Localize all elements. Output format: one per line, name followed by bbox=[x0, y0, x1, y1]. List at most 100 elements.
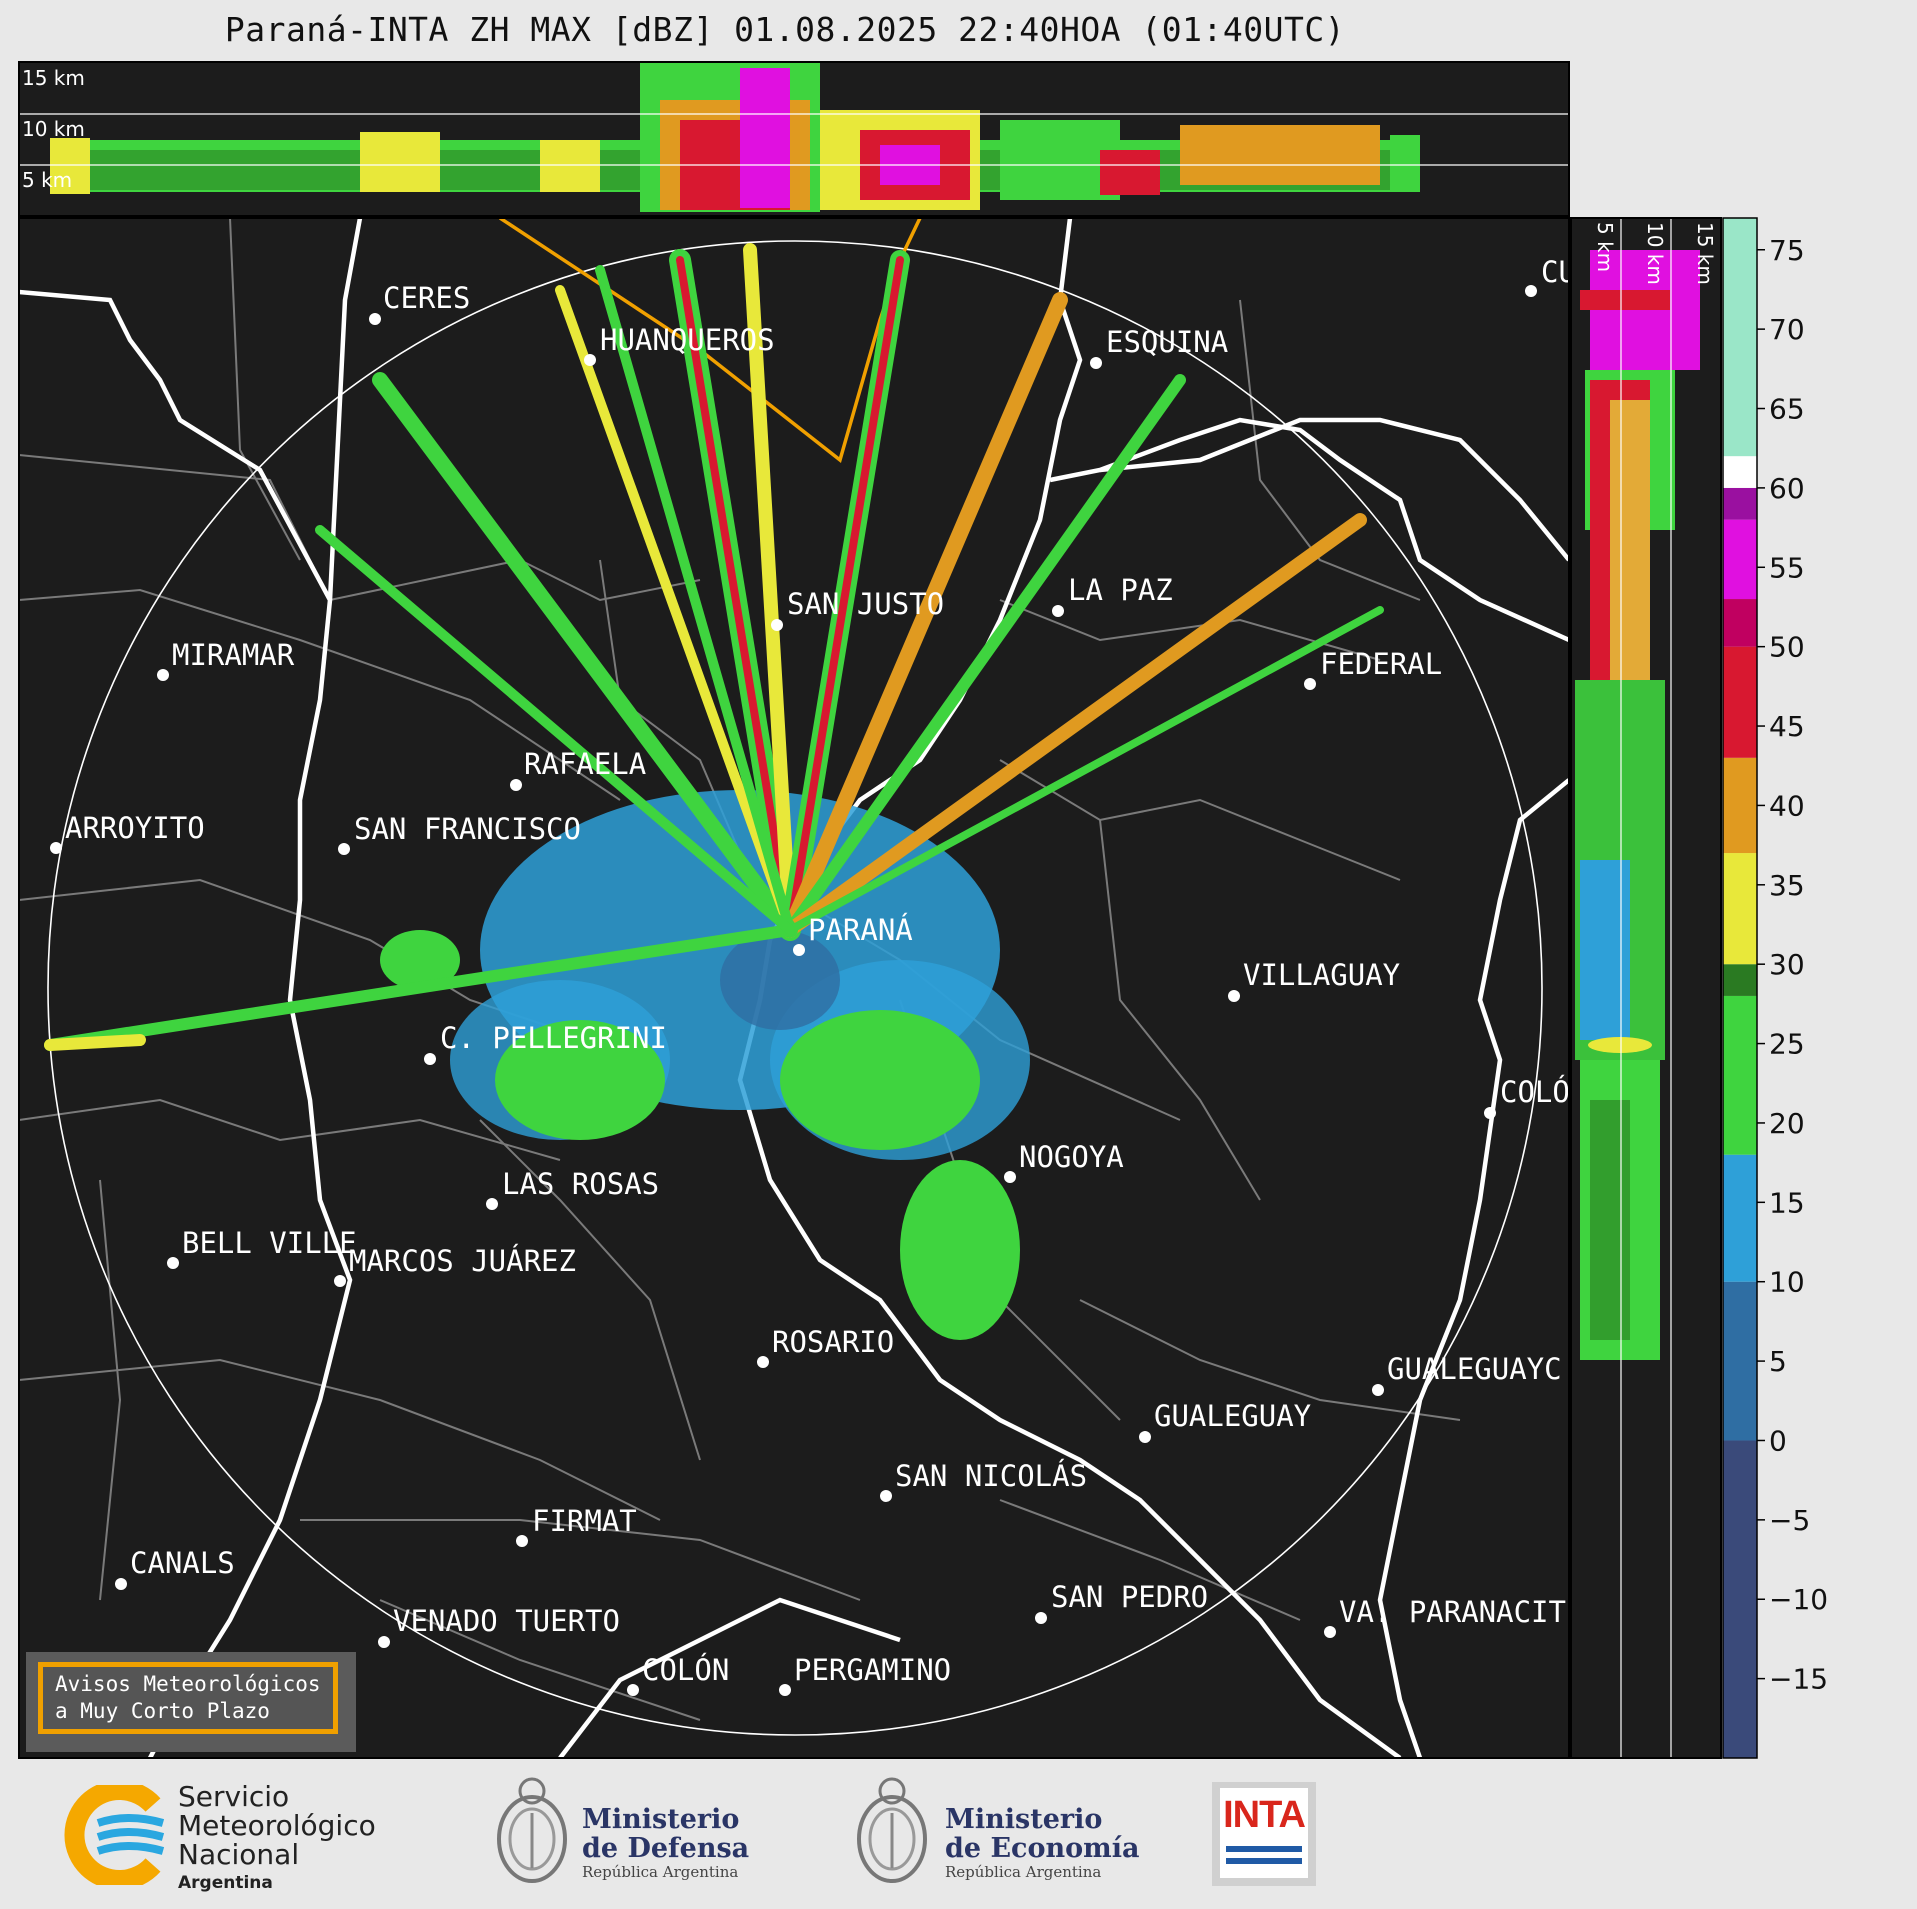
economia-sub: República Argentina bbox=[945, 1863, 1102, 1881]
city-label-las-rosas: LAS ROSAS bbox=[502, 1167, 659, 1201]
top-cross-section-panel: 15 km 10 km 5 km bbox=[18, 61, 1570, 217]
city-label-rafaela: RAFAELA bbox=[524, 747, 646, 781]
colorbar-band bbox=[1723, 1281, 1757, 1441]
city-marker: CU bbox=[1525, 255, 1576, 297]
city-label-san-nicolas: SAN NICOLÁS bbox=[895, 1459, 1087, 1493]
city-label-pergamino: PERGAMINO bbox=[794, 1653, 951, 1687]
city-label-parana: PARANÁ bbox=[808, 913, 913, 947]
colorbar-band bbox=[1723, 1440, 1757, 1758]
city-marker: ARROYITO bbox=[50, 811, 205, 854]
side-cross-section-panel: 5 km 10 km 15 km bbox=[1570, 217, 1722, 1759]
colorbar-tick-label: −10 bbox=[1769, 1583, 1828, 1616]
colorbar-tick-label: 60 bbox=[1769, 472, 1805, 505]
economia-shield-icon bbox=[857, 1777, 927, 1883]
colorbar-band bbox=[1723, 487, 1757, 520]
city-marker: LAS ROSAS bbox=[486, 1167, 659, 1210]
colorbar-band bbox=[1723, 853, 1757, 965]
city-marker: HUANQUEROS bbox=[584, 323, 775, 366]
aviso-line1: Avisos Meteorológicos bbox=[55, 1672, 321, 1696]
colorbar-tick-label: 65 bbox=[1769, 393, 1805, 426]
colorbar-band bbox=[1723, 218, 1757, 457]
city-label-canals: CANALS bbox=[130, 1546, 235, 1580]
city-label-ceres: CERES bbox=[383, 281, 470, 315]
radar-map-panel: CERES HUANQUEROS ESQUINA CU SAN JUSTO LA… bbox=[18, 217, 1576, 1759]
city-marker: COLÓ bbox=[1484, 1075, 1570, 1119]
colorbar-tick-label: 35 bbox=[1769, 869, 1805, 902]
smn-logo-text: Servicio Meteorológico Nacional Argentin… bbox=[178, 1782, 376, 1898]
economia-logo-text: Ministerio de Economía República Argenti… bbox=[945, 1805, 1139, 1881]
city-marker: SAN NICOLÁS bbox=[880, 1459, 1087, 1502]
colorbar-tick-label: 55 bbox=[1769, 551, 1805, 584]
colorbar-tick-label: −15 bbox=[1769, 1663, 1828, 1696]
colorbar-tick-label: 75 bbox=[1769, 234, 1805, 267]
defensa-shield-icon bbox=[497, 1777, 567, 1883]
defensa-logo-text: Ministerio de Defensa República Argentin… bbox=[582, 1805, 749, 1881]
colorbar-tick-label: 5 bbox=[1769, 1345, 1787, 1378]
economia-line1: Ministerio bbox=[945, 1804, 1103, 1835]
city-marker: RAFAELA bbox=[510, 747, 646, 791]
city-label-nogoya: NOGOYA bbox=[1019, 1140, 1124, 1174]
city-marker: VA. PARANACIT bbox=[1324, 1595, 1566, 1638]
colorbar-tick-label: 10 bbox=[1769, 1266, 1805, 1299]
city-label-colo: COLÓ bbox=[1500, 1075, 1570, 1109]
city-label-cu: CU bbox=[1541, 255, 1576, 289]
colorbar-bands bbox=[1723, 218, 1757, 1758]
colorbar-tick-label: 15 bbox=[1769, 1186, 1805, 1219]
top-height-label-15: 15 km bbox=[22, 66, 85, 90]
smn-line4: Argentina bbox=[178, 1873, 273, 1893]
colorbar-band bbox=[1723, 964, 1757, 996]
colorbar-frame bbox=[1722, 217, 1758, 1759]
chart-title: Paraná-INTA ZH MAX [dBZ] 01.08.2025 22:4… bbox=[224, 10, 1346, 49]
colorbar-tick-label: 0 bbox=[1769, 1424, 1787, 1457]
top-height-label-10: 10 km bbox=[22, 117, 85, 141]
colorbar-band bbox=[1723, 456, 1757, 488]
colorbar-tick-label: 70 bbox=[1769, 313, 1805, 346]
city-marker: C. PELLEGRINI bbox=[424, 1021, 667, 1065]
city-marker: ESQUINA bbox=[1090, 325, 1228, 369]
city-label-gualeguayc: GUALEGUAYC bbox=[1387, 1352, 1562, 1386]
city-markers: CERES HUANQUEROS ESQUINA CU SAN JUSTO LA… bbox=[50, 255, 1576, 1696]
city-marker: COLÓN bbox=[627, 1653, 729, 1696]
colorbar-band bbox=[1723, 519, 1757, 600]
city-label-firmat: FIRMAT bbox=[532, 1504, 637, 1538]
city-marker: SAN JUSTO bbox=[771, 587, 944, 631]
smn-line2: Meteorológico bbox=[178, 1809, 376, 1842]
smn-line1: Servicio bbox=[178, 1780, 290, 1813]
radar-range-ring bbox=[47, 240, 1543, 1736]
defensa-line1: Ministerio bbox=[582, 1804, 740, 1835]
city-marker: FIRMAT bbox=[516, 1504, 637, 1547]
city-label-la-paz: LA PAZ bbox=[1068, 573, 1173, 607]
colorbar-band bbox=[1723, 646, 1757, 758]
city-marker: LA PAZ bbox=[1052, 573, 1173, 617]
city-marker: NOGOYA bbox=[1004, 1140, 1124, 1183]
city-marker: MIRAMAR bbox=[157, 638, 295, 681]
aviso-legend-box: Avisos Meteorológicos a Muy Corto Plazo bbox=[38, 1662, 338, 1734]
defensa-line2: de Defensa bbox=[582, 1833, 750, 1864]
city-label-rosario: ROSARIO bbox=[772, 1325, 894, 1359]
city-marker: ROSARIO bbox=[757, 1325, 894, 1368]
city-label-c-pellegrini: C. PELLEGRINI bbox=[440, 1021, 667, 1055]
city-marker: GUALEGUAY bbox=[1139, 1399, 1311, 1443]
city-marker: BELL VILLE bbox=[167, 1226, 357, 1269]
city-label-colon: COLÓN bbox=[642, 1653, 729, 1687]
city-marker: FEDERAL bbox=[1304, 647, 1442, 690]
colorbar-tick-label: 50 bbox=[1769, 631, 1805, 664]
city-label-san-justo: SAN JUSTO bbox=[787, 587, 944, 621]
colorbar-tick-label: 45 bbox=[1769, 710, 1805, 743]
city-marker: CANALS bbox=[115, 1546, 235, 1590]
radar-beam-spikes bbox=[44, 243, 1384, 1051]
city-label-bell-ville: BELL VILLE bbox=[182, 1226, 357, 1260]
city-label-san-francisco: SAN FRANCISCO bbox=[354, 812, 581, 846]
side-height-label-5: 5 km bbox=[1593, 222, 1617, 272]
top-height-label-5: 5 km bbox=[22, 168, 72, 192]
city-marker: PERGAMINO bbox=[779, 1653, 951, 1696]
city-label-arroyito: ARROYITO bbox=[65, 811, 205, 845]
colorbar-tick-label: 40 bbox=[1769, 789, 1805, 822]
colorbar-band bbox=[1723, 995, 1757, 1155]
side-height-label-15: 15 km bbox=[1693, 222, 1717, 285]
city-label-va-paranacit: VA. PARANACIT bbox=[1339, 1595, 1566, 1629]
city-label-san-pedro: SAN PEDRO bbox=[1051, 1580, 1208, 1614]
city-label-esquina: ESQUINA bbox=[1106, 325, 1228, 359]
economia-line2: de Economía bbox=[945, 1833, 1140, 1864]
